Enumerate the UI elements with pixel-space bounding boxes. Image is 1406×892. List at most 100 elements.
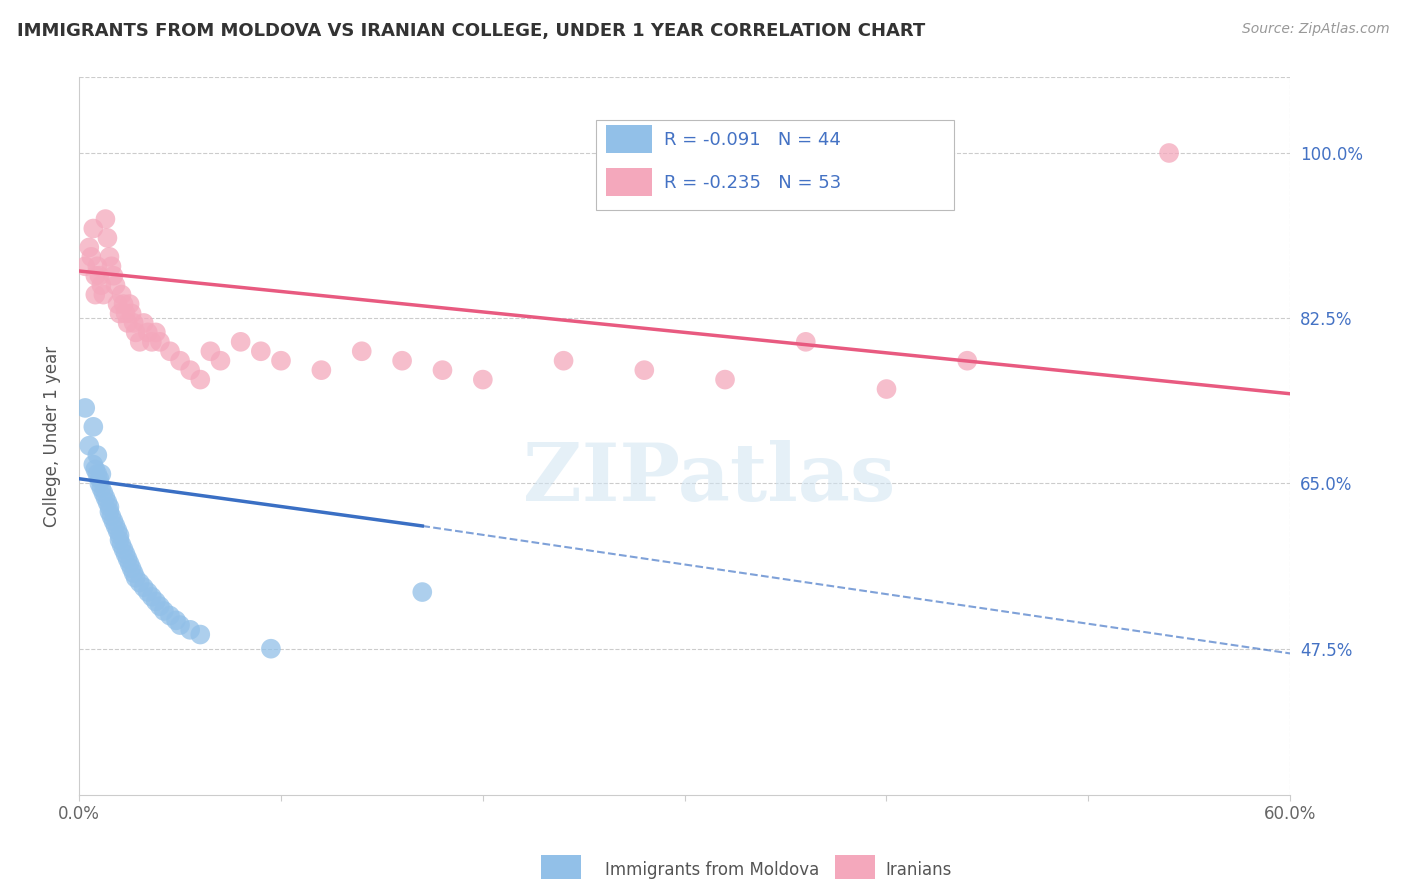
Point [149, 599, 172, 614]
Point [229, 334, 252, 349]
Point [553, 353, 575, 368]
Point [90, 467, 112, 481]
Point [98, 500, 121, 514]
Point [75, 401, 97, 415]
Point [96, 231, 118, 245]
Point [432, 363, 454, 377]
Point [179, 363, 201, 377]
Text: R = -0.091   N = 44: R = -0.091 N = 44 [664, 131, 841, 149]
Point [98, 505, 121, 519]
Point [114, 547, 136, 561]
Point [96, 495, 118, 509]
Point [89, 268, 111, 283]
Point [956, 353, 979, 368]
Point [1157, 146, 1180, 161]
Point [209, 353, 232, 368]
Point [132, 316, 155, 330]
Point [132, 580, 155, 594]
FancyBboxPatch shape [606, 169, 652, 196]
Point [108, 306, 131, 320]
Point [86, 260, 108, 274]
Point [117, 316, 139, 330]
Point [876, 382, 898, 396]
Point [141, 590, 163, 604]
Point [125, 571, 148, 585]
Point [270, 353, 292, 368]
Point [149, 334, 172, 349]
Point [159, 344, 181, 359]
Point [188, 627, 211, 641]
Point [84, 287, 107, 301]
Point [110, 538, 132, 552]
Point [104, 278, 127, 293]
Point [100, 260, 122, 274]
Point [77, 439, 100, 453]
Point [145, 326, 167, 340]
Point [411, 585, 433, 599]
Point [103, 268, 125, 283]
Point [118, 557, 141, 571]
Point [107, 297, 129, 311]
Text: Immigrants from Moldova: Immigrants from Moldova [605, 861, 818, 879]
Point [90, 481, 112, 495]
Point [471, 373, 494, 387]
Point [250, 344, 273, 359]
Text: Iranians: Iranians [886, 861, 952, 879]
Point [112, 542, 135, 557]
Point [110, 287, 132, 301]
Point [117, 552, 139, 566]
Point [145, 594, 167, 608]
Point [350, 344, 373, 359]
Point [89, 476, 111, 491]
Point [121, 561, 143, 575]
Point [188, 373, 211, 387]
Point [136, 585, 159, 599]
Text: Source: ZipAtlas.com: Source: ZipAtlas.com [1241, 22, 1389, 37]
Point [84, 268, 107, 283]
Y-axis label: College, Under 1 year: College, Under 1 year [44, 346, 60, 527]
Point [112, 297, 135, 311]
Text: IMMIGRANTS FROM MOLDOVA VS IRANIAN COLLEGE, UNDER 1 YEAR CORRELATION CHART: IMMIGRANTS FROM MOLDOVA VS IRANIAN COLLE… [17, 22, 925, 40]
Point [94, 491, 117, 505]
Point [179, 623, 201, 637]
Point [128, 575, 150, 590]
Point [122, 566, 145, 581]
Point [141, 334, 163, 349]
FancyBboxPatch shape [596, 120, 953, 210]
Point [260, 641, 283, 656]
Point [391, 353, 413, 368]
Point [165, 613, 187, 627]
FancyBboxPatch shape [606, 125, 652, 153]
Text: R = -0.235   N = 53: R = -0.235 N = 53 [664, 174, 841, 192]
Point [94, 212, 117, 227]
Point [311, 363, 333, 377]
Point [80, 250, 103, 264]
Point [86, 467, 108, 481]
Point [714, 373, 737, 387]
Point [77, 240, 100, 254]
Point [82, 419, 104, 434]
Point [136, 326, 159, 340]
Point [89, 472, 111, 486]
Point [128, 334, 150, 349]
Point [100, 509, 122, 524]
Point [82, 458, 104, 472]
Point [75, 260, 97, 274]
Point [114, 306, 136, 320]
Point [200, 344, 222, 359]
Point [153, 604, 176, 618]
Point [98, 250, 121, 264]
Point [794, 334, 817, 349]
Point [122, 316, 145, 330]
Point [93, 486, 115, 500]
Point [169, 618, 191, 632]
Text: ZIPatlas: ZIPatlas [523, 441, 896, 518]
Point [93, 287, 115, 301]
Point [107, 524, 129, 538]
Point [82, 221, 104, 235]
Point [633, 363, 655, 377]
Point [169, 353, 191, 368]
Point [104, 519, 127, 533]
Point [84, 462, 107, 476]
Point [108, 533, 131, 548]
